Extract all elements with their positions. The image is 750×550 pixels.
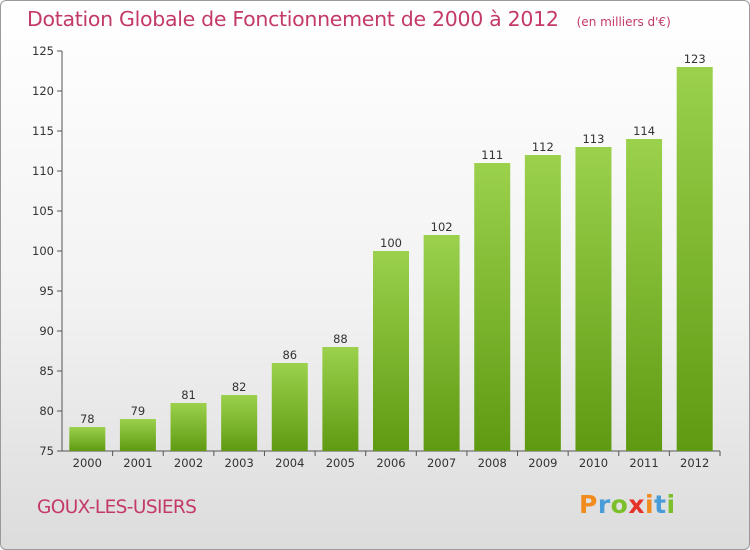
- y-tick-label: 115: [32, 124, 54, 138]
- bar-value-label: 112: [532, 140, 554, 154]
- logo-letter: o: [610, 490, 629, 519]
- logo-letter: r: [597, 490, 611, 519]
- bar-value-label: 78: [80, 412, 95, 426]
- bar-2012: [676, 67, 713, 451]
- bar-2008: [474, 163, 511, 451]
- x-tick-label: 2004: [275, 456, 304, 470]
- y-tick-label: 100: [32, 244, 54, 258]
- bar-2009: [524, 155, 561, 451]
- x-tick-label: 2000: [73, 456, 102, 470]
- bar-2000: [69, 427, 106, 451]
- bar-value-label: 81: [181, 388, 196, 402]
- x-tick-label: 2010: [579, 456, 608, 470]
- logo-letter: i: [645, 490, 655, 519]
- y-tick-label: 90: [39, 324, 54, 338]
- x-tick-label: 2012: [680, 456, 709, 470]
- bar-value-label: 100: [380, 236, 402, 250]
- bar-value-label: 102: [431, 220, 453, 234]
- x-tick-label: 2006: [376, 456, 405, 470]
- bar-2005: [322, 347, 359, 451]
- bar-2002: [170, 403, 207, 451]
- logo-letter: x: [628, 490, 645, 519]
- bar-value-label: 113: [582, 132, 604, 146]
- bar-value-label: 88: [333, 332, 348, 346]
- bar-value-label: 86: [282, 348, 297, 362]
- y-tick-label: 125: [32, 44, 54, 58]
- bar-2006: [373, 251, 409, 451]
- logo-letter: i: [666, 490, 676, 519]
- chart-subtitle: (en milliers d'€): [576, 15, 671, 29]
- bar-value-label: 114: [633, 124, 655, 138]
- commune-name: GOUX-LES-USIERS: [37, 497, 197, 518]
- chart-title-text: Dotation Globale de Fonctionnement de 20…: [27, 7, 559, 31]
- bar-value-label: 82: [232, 380, 247, 394]
- y-tick-label: 120: [32, 84, 54, 98]
- y-tick-label: 95: [39, 284, 54, 298]
- x-tick-label: 2005: [326, 456, 355, 470]
- x-tick-label: 2008: [478, 456, 507, 470]
- bar-value-label: 79: [131, 404, 146, 418]
- x-tick-label: 2009: [528, 456, 557, 470]
- y-tick-label: 85: [39, 364, 54, 378]
- bar-2010: [575, 147, 612, 451]
- x-tick-label: 2002: [174, 456, 203, 470]
- x-tick-label: 2007: [427, 456, 456, 470]
- bar-2007: [423, 235, 460, 451]
- y-tick-label: 105: [32, 204, 54, 218]
- bars: 78 79 81 82 86 88 100 102 111 112 113 114 123: [69, 52, 713, 451]
- bar-2001: [119, 419, 156, 451]
- bar-2003: [221, 395, 258, 451]
- bar-value-label: 123: [684, 52, 706, 66]
- x-tick-label: 2003: [225, 456, 254, 470]
- logo-letter: P: [579, 490, 598, 519]
- chart-title: Dotation Globale de Fonctionnement de 20…: [27, 7, 671, 31]
- logo-letter: t: [654, 490, 667, 519]
- bar-2011: [626, 139, 663, 451]
- y-tick-label: 75: [39, 444, 54, 458]
- axes: 75 80 85 90 95 100 105 110 115 120 125 2000 2001 2002…: [32, 44, 721, 470]
- bar-value-label: 111: [481, 148, 503, 162]
- x-tick-label: 2011: [629, 456, 658, 470]
- y-tick-label: 110: [32, 164, 54, 178]
- bar-2004: [271, 363, 308, 451]
- y-tick-label: 80: [39, 404, 54, 418]
- x-tick-label: 2001: [123, 456, 152, 470]
- proxiti-logo: Proxiti: [579, 490, 676, 519]
